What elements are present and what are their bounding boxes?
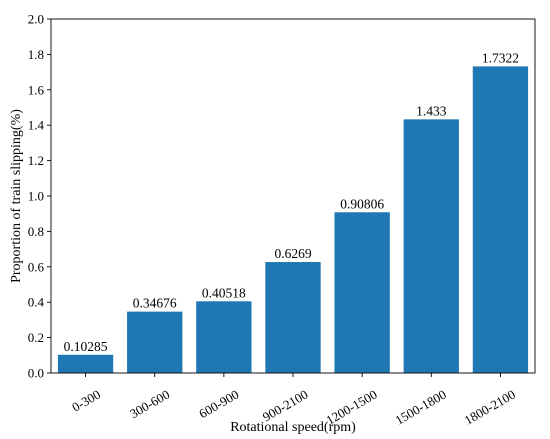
- bar-600-900: [196, 301, 252, 373]
- y-tick-label: 1.0: [28, 189, 44, 204]
- bars-group: [57, 66, 529, 373]
- y-axis-label: Proportion of train slipping(%): [9, 109, 24, 283]
- bar-1200-1500: [334, 212, 390, 373]
- bar-900-2100: [265, 262, 321, 373]
- bar-value-label: 0.40518: [202, 285, 246, 300]
- x-tick-label: 900-2100: [260, 387, 311, 425]
- y-tick-label: 0.4: [28, 295, 45, 310]
- bar-value-label: 0.10285: [64, 339, 108, 354]
- x-tick-label: 600-900: [196, 387, 241, 422]
- y-tick-label: 0.0: [28, 366, 44, 381]
- bar-value-label: 0.90806: [340, 196, 384, 211]
- x-tick-label: 300-600: [127, 387, 172, 422]
- bar-value-label: 1.433: [416, 103, 447, 118]
- value-labels-group: 0.10285 0.34676 0.40518 0.6269 0.90806 1.433 1…: [64, 50, 519, 353]
- bar-value-label: 0.34676: [133, 296, 177, 311]
- y-tick-label: 0.6: [28, 259, 45, 274]
- bar-300-600: [127, 311, 183, 373]
- y-tick-label: 0.2: [28, 330, 44, 345]
- y-axis-ticks: 0.0 0.2 0.4 0.6 0.8 1.0 1.2 1.4 1.6 1.8 2.0: [28, 12, 51, 381]
- bar-0-300: [57, 354, 114, 373]
- x-tick-label: 1500-1800: [392, 387, 448, 428]
- y-tick-label: 1.6: [28, 82, 45, 97]
- x-tick-label: 1800-2100: [462, 387, 518, 428]
- y-tick-label: 2.0: [28, 12, 44, 27]
- bar-value-label: 1.7322: [482, 50, 519, 65]
- x-axis-label: Rotational speed(rpm): [230, 420, 356, 435]
- y-tick-label: 0.8: [28, 224, 44, 239]
- y-tick-label: 1.8: [28, 47, 44, 62]
- bar-1800-2100: [472, 66, 529, 373]
- y-tick-label: 1.4: [28, 118, 45, 133]
- bar-value-label: 0.6269: [274, 246, 311, 261]
- plot-frame: [50, 18, 536, 374]
- y-tick-label: 1.2: [28, 153, 44, 168]
- bar-1500-1800: [403, 119, 459, 373]
- x-tick-label: 0-300: [69, 387, 103, 415]
